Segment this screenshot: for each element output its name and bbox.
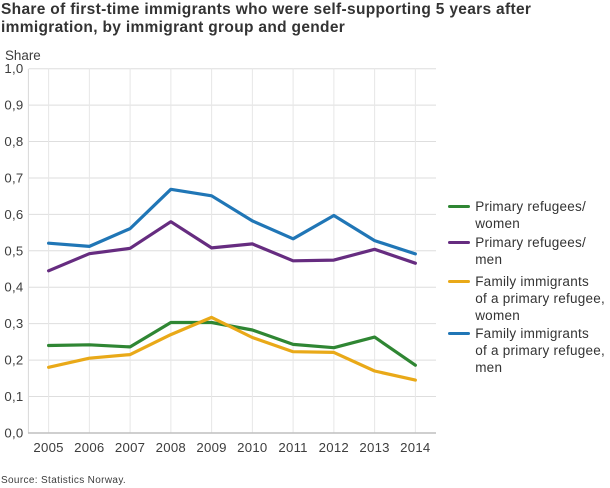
svg-text:0,2: 0,2 — [4, 353, 23, 368]
svg-text:0,3: 0,3 — [4, 316, 23, 331]
svg-text:2008: 2008 — [156, 440, 186, 455]
svg-text:2012: 2012 — [319, 440, 349, 455]
svg-text:2006: 2006 — [74, 440, 104, 455]
svg-text:0,1: 0,1 — [4, 389, 23, 404]
svg-text:0,7: 0,7 — [4, 171, 23, 186]
svg-text:2011: 2011 — [278, 440, 307, 455]
svg-text:2010: 2010 — [237, 440, 267, 455]
svg-text:0,9: 0,9 — [4, 98, 23, 113]
svg-text:0,6: 0,6 — [4, 207, 23, 222]
svg-text:1,0: 1,0 — [4, 61, 23, 76]
svg-text:0,4: 0,4 — [4, 280, 23, 295]
svg-text:0,0: 0,0 — [4, 425, 23, 440]
svg-text:2007: 2007 — [115, 440, 145, 455]
svg-text:0,5: 0,5 — [4, 243, 23, 258]
svg-text:2005: 2005 — [33, 440, 63, 455]
svg-text:2014: 2014 — [400, 440, 430, 455]
svg-text:2009: 2009 — [196, 440, 226, 455]
svg-text:2013: 2013 — [359, 440, 389, 455]
svg-text:0,8: 0,8 — [4, 134, 23, 149]
